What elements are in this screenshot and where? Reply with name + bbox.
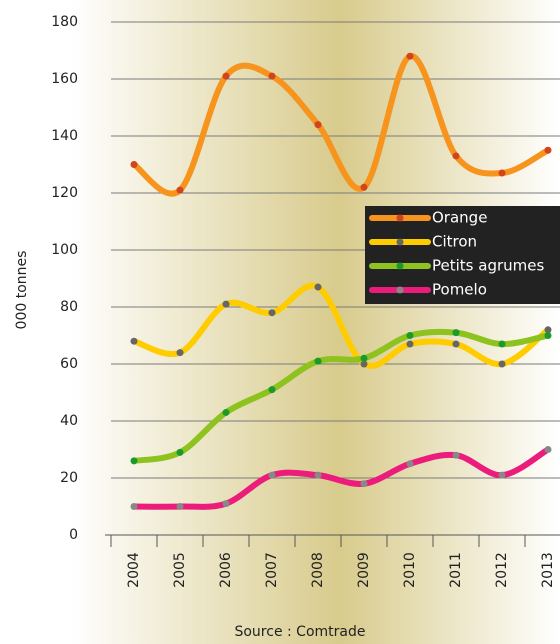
marker [268, 309, 276, 317]
x-tick-label: 2009 [356, 552, 372, 588]
legend-marker [396, 286, 404, 294]
x-tick-label: 2005 [172, 552, 188, 588]
marker [498, 169, 506, 177]
series-line [131, 328, 551, 464]
marker [314, 121, 322, 129]
marker [130, 503, 138, 510]
x-tick-label: 2007 [264, 552, 280, 588]
legend-marker [396, 262, 404, 270]
y-tick-label: 20 [60, 470, 78, 486]
y-tick-label: 140 [51, 128, 78, 144]
marker [360, 480, 368, 488]
y-tick-label: 100 [51, 242, 78, 258]
x-tick-label: 2008 [310, 552, 326, 588]
marker [406, 340, 414, 348]
marker [498, 360, 506, 368]
marker [498, 471, 506, 479]
marker [498, 340, 506, 348]
x-tick-label: 2012 [494, 552, 510, 588]
marker [452, 152, 460, 160]
marker [452, 329, 460, 337]
marker [544, 146, 552, 154]
x-tick-label: 2011 [448, 552, 464, 588]
marker [222, 72, 230, 80]
legend-marker [396, 214, 404, 222]
marker [130, 161, 138, 168]
marker [130, 337, 138, 345]
marker [222, 300, 230, 308]
marker [544, 332, 552, 339]
legend-label: Pomelo [432, 281, 487, 299]
marker [360, 183, 368, 191]
marker [360, 360, 368, 368]
marker [452, 340, 460, 348]
marker [544, 446, 552, 453]
marker [406, 460, 414, 468]
x-tick-label: 2006 [218, 552, 234, 588]
marker [222, 408, 230, 416]
y-tick-label: 80 [60, 299, 78, 315]
marker [268, 471, 276, 479]
y-axis-label: 000 tonnes [14, 251, 30, 330]
marker [176, 448, 184, 456]
marker [268, 72, 276, 80]
y-tick-label: 40 [60, 413, 78, 429]
y-tick-label: 180 [51, 14, 78, 30]
marker [314, 357, 322, 365]
marker [130, 457, 138, 465]
marker [176, 186, 184, 194]
legend-marker [396, 238, 404, 246]
legend-label: Citron [432, 233, 477, 251]
source: Source : Comtrade [234, 624, 365, 640]
y-tick-label: 160 [51, 71, 78, 87]
marker [314, 283, 322, 291]
marker [268, 386, 276, 394]
series-line [131, 282, 551, 369]
series-line [131, 53, 551, 197]
series-line [131, 446, 551, 510]
x-tick-label: 2010 [402, 552, 418, 588]
x-tick-label: 2004 [126, 552, 142, 588]
marker [452, 451, 460, 459]
marker [176, 349, 184, 357]
x-tick-label: 2013 [540, 552, 556, 588]
background [70, 0, 560, 644]
marker [314, 471, 322, 479]
marker [406, 52, 414, 60]
y-tick-label: 120 [51, 185, 78, 201]
marker [360, 354, 368, 362]
y-tick-label: 0 [69, 527, 78, 543]
marker [222, 500, 230, 508]
marker [176, 503, 184, 510]
y-tick-label: 60 [60, 356, 78, 372]
legend-label: Petits agrumes [432, 257, 544, 275]
legend-label: Orange [432, 209, 487, 227]
marker [544, 326, 552, 334]
marker [406, 332, 414, 339]
